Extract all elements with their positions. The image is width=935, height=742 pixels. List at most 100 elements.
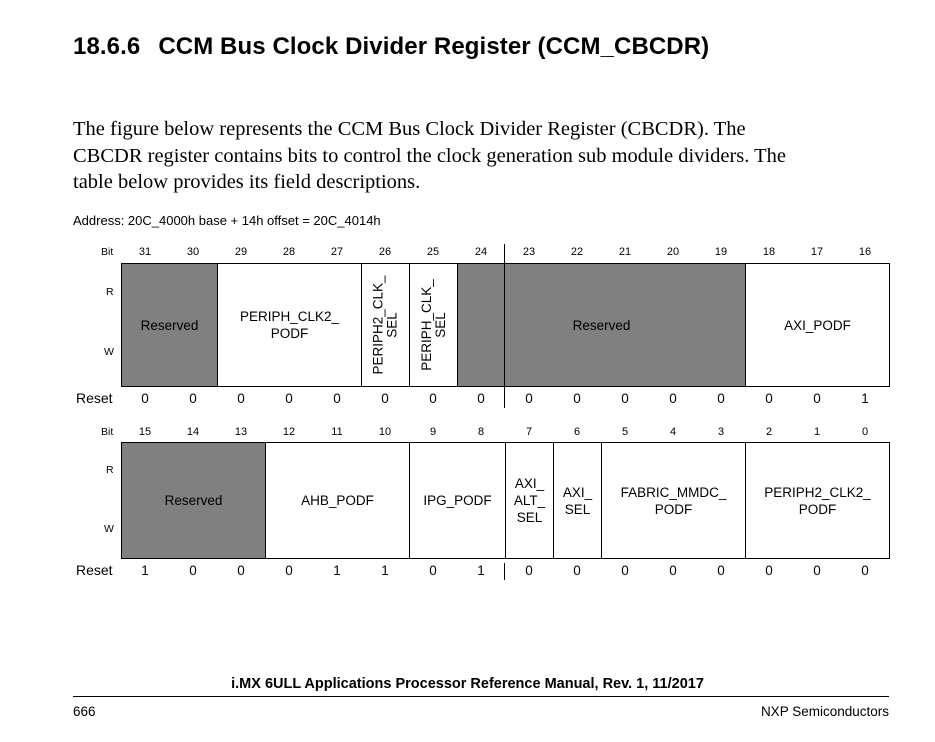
bit-number: 1 [813, 426, 821, 438]
bit-number: 10 [378, 426, 392, 438]
bit-label: Bit [101, 426, 114, 438]
register-address: Address: 20C_4000h base + 14h offset = 2… [73, 213, 381, 228]
register-field: AXI_ SEL [553, 442, 602, 559]
read-label: R [106, 464, 114, 476]
register-field: PERIPH_CLK2_ PODF [217, 263, 362, 387]
bit-number: 11 [331, 426, 343, 438]
reset-value: 0 [573, 563, 581, 578]
field-name: Reserved [572, 317, 631, 333]
bit-number: 21 [618, 246, 632, 258]
reset-value: 0 [333, 391, 341, 406]
register-field: PERIPH_CLK_ SEL [409, 263, 458, 387]
intro-line: CBCDR register contains bits to control … [73, 144, 787, 167]
field-name: FABRIC_MMDC_ PODF [620, 484, 727, 517]
intro-line: table below provides its field descripti… [73, 171, 421, 193]
bit-number: 3 [717, 426, 725, 438]
reset-value: 0 [573, 391, 581, 406]
bit-number: 7 [525, 426, 533, 438]
reset-value: 0 [717, 563, 725, 578]
bit-number: 12 [282, 426, 296, 438]
bit-number: 14 [186, 426, 200, 438]
field-name: PERIPH2_CLK2_ PODF [764, 484, 871, 517]
section-heading: 18.6.6 CCM Bus Clock Divider Register (CC… [73, 33, 709, 61]
reset-value: 0 [861, 563, 869, 578]
bit-number: 16 [858, 246, 872, 258]
bit-number: 26 [378, 246, 392, 258]
reset-label: Reset [76, 390, 113, 406]
read-label: R [106, 286, 114, 298]
section-title: CCM Bus Clock Divider Register (CCM_CBCD… [158, 33, 710, 60]
reset-value: 0 [189, 563, 197, 578]
register-field: AHB_PODF [265, 442, 410, 559]
reset-value: 0 [237, 563, 245, 578]
register-field: PERIPH2_CLK_ SEL [361, 263, 410, 387]
bit-number: 2 [765, 426, 773, 438]
reset-value: 0 [381, 391, 389, 406]
register-field: AXI_PODF [745, 263, 890, 387]
byte-separator [504, 563, 505, 580]
reset-value: 1 [477, 563, 485, 578]
reset-value: 0 [813, 563, 821, 578]
bit-number: 6 [573, 426, 581, 438]
intro-paragraph: The figure below represents the CCM Bus … [73, 116, 893, 196]
reset-value: 0 [141, 391, 149, 406]
reset-value: 1 [381, 563, 389, 578]
bit-number: 4 [669, 426, 677, 438]
bit-number: 31 [138, 246, 152, 258]
reset-value: 0 [621, 391, 629, 406]
reset-value: 0 [285, 563, 293, 578]
write-label: W [104, 346, 114, 358]
field-name: PERIPH_CLK2_ PODF [239, 309, 340, 341]
bit-number: 8 [477, 426, 485, 438]
field-name: PERIPH_CLK_ SEL [418, 279, 448, 371]
reset-value: 0 [285, 391, 293, 406]
bit-number: 29 [234, 246, 248, 258]
write-label: W [104, 523, 114, 535]
field-name: PERIPH2_CLK_ SEL [370, 275, 400, 375]
reset-value: 0 [621, 563, 629, 578]
reset-value: 1 [333, 563, 341, 578]
bit-number: 28 [282, 246, 296, 258]
reserved-field: Reserved [121, 442, 266, 559]
register-field: FABRIC_MMDC_ PODF [601, 442, 746, 559]
bit-number: 17 [810, 246, 824, 258]
reset-value: 0 [429, 563, 437, 578]
register-field: IPG_PODF [409, 442, 506, 559]
reset-value: 0 [669, 391, 677, 406]
field-name: IPG_PODF [423, 493, 492, 508]
reset-value: 0 [525, 391, 533, 406]
bit-number: 5 [621, 426, 629, 438]
field-name: AXI_PODF [784, 317, 851, 333]
bit-label: Bit [101, 246, 114, 258]
bit-number: 23 [522, 246, 536, 258]
reset-label: Reset [76, 562, 113, 578]
reset-value: 1 [141, 563, 149, 578]
bit-number: 15 [138, 426, 152, 438]
bit-number: 22 [570, 246, 584, 258]
reset-value: 0 [765, 563, 773, 578]
bit-number: 18 [762, 246, 776, 258]
reset-value: 0 [765, 391, 773, 406]
reset-value: 0 [669, 563, 677, 578]
byte-separator [504, 388, 505, 408]
page-number: 666 [73, 704, 96, 719]
reset-value: 0 [717, 391, 725, 406]
bit-number: 13 [234, 426, 248, 438]
reset-value: 0 [477, 391, 485, 406]
section-number: 18.6.6 [73, 33, 141, 60]
reset-value: 0 [813, 391, 821, 406]
field-name: AXI_ SEL [562, 484, 593, 517]
register-field: AXI_ ALT_ SEL [505, 442, 554, 559]
bit-number: 27 [330, 246, 344, 258]
reset-value: 0 [525, 563, 533, 578]
reset-value: 0 [429, 391, 437, 406]
reserved-field: Reserved [121, 263, 218, 387]
field-name: Reserved [164, 493, 223, 508]
bit-number: 24 [474, 246, 488, 258]
bit-number: 9 [429, 426, 437, 438]
manual-title: i.MX 6ULL Applications Processor Referen… [231, 676, 704, 692]
company-name: NXP Semiconductors [760, 704, 889, 719]
reserved-field: Reserved [457, 263, 746, 387]
reset-value: 0 [189, 391, 197, 406]
byte-separator [504, 244, 505, 408]
